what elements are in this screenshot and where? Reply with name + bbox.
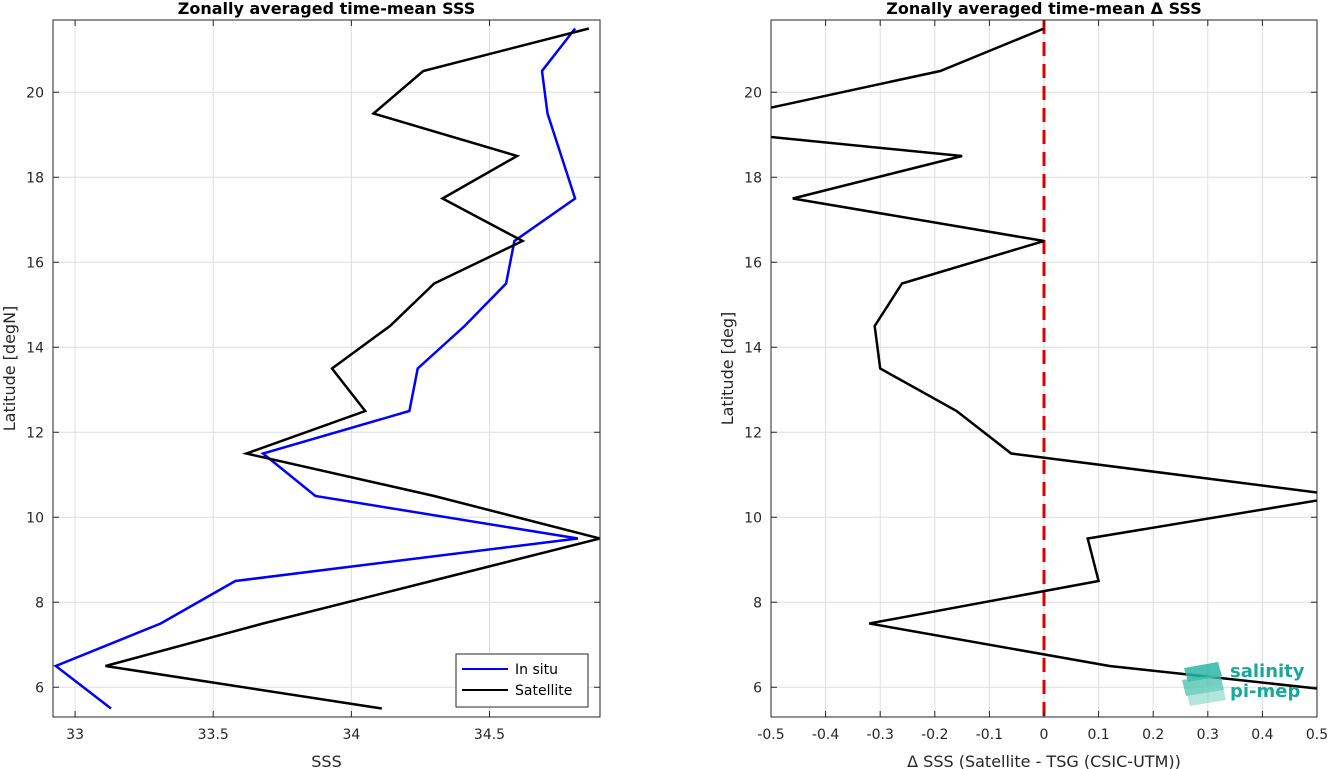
delta-sss-y-tick-label: 16 [744,255,762,271]
delta-sss-chart-title: Zonally averaged time-mean Δ SSS [886,0,1202,18]
legend-label-in-situ: In situ [515,662,558,678]
sss-y-tick-label: 6 [35,680,44,696]
logo-text-line2: pi-mep [1230,681,1300,702]
sss-series-line-satellite [105,27,600,710]
sss-x-tick-label: 34.5 [474,727,505,743]
legend-box [455,653,589,708]
delta-sss-x-tick-label: 0.2 [1142,727,1164,743]
sss-x-axis-label: SSS [311,752,341,769]
sss-y-tick-label: 20 [26,85,44,101]
sss-y-tick-label: 18 [26,170,44,186]
delta-sss-y-tick-label: 6 [753,680,762,696]
delta-sss-x-axis-label: Δ SSS (Satellite - TSG (CSIC-UTM)) [907,752,1181,769]
delta-sss-x-tick-label: -0.4 [812,727,839,743]
delta-sss-y-tick-label: 10 [744,510,762,526]
salinity-pi-mep-logo: salinity pi-mep [1182,661,1305,706]
delta-sss-x-tick-label: -0.5 [757,727,784,743]
delta-sss-x-tick-label: 0.5 [1306,727,1328,743]
sss-legend: In situ Satellite [455,653,589,708]
sss-y-tick-label: 16 [26,255,44,271]
sss-y-tick-label: 8 [35,595,44,611]
delta-sss-x-tick-label: 0.3 [1197,727,1219,743]
delta-sss-y-tick-label: 12 [744,425,762,441]
delta-sss-y-tick-label: 8 [753,595,762,611]
delta-sss-x-tick-label: -0.2 [921,727,948,743]
delta-sss-y-axis-label: Latitude [deg] [718,312,737,426]
sss-x-tick-label: 33 [66,727,84,743]
delta-sss-y-tick-label: 14 [744,340,762,356]
sss-x-tick-label: 34 [342,727,360,743]
delta-sss-x-tick-label: 0.4 [1251,727,1273,743]
sss-x-tick-label: 33.5 [198,727,229,743]
sss-y-axis-label: Latitude [degN] [0,306,19,432]
delta-sss-series-line-delta [771,27,1317,690]
delta-sss-x-tick-label: 0.1 [1087,727,1109,743]
delta-sss-panel: -0.5 -0.4 -0.3 -0.2 -0.1 0 0.1 0.2 0.3 0.4 0.5 6 8 10… [718,0,1328,769]
sss-series-line-in-situ [53,27,579,710]
logo-text-line1: salinity [1230,661,1305,682]
delta-sss-y-tick-label: 20 [744,85,762,101]
sss-y-tick-label: 14 [26,340,44,356]
delta-sss-x-tick-label: -0.1 [976,727,1003,743]
sss-y-tick-label: 12 [26,425,44,441]
legend-label-satellite: Satellite [515,683,572,699]
delta-sss-x-tick-label: 0 [1040,727,1049,743]
logo-waves-icon [1182,662,1226,706]
sss-axes-frame [52,19,601,718]
sss-panel: 33 33.5 34 34.5 6 8 10 12 14 16 18 20 Zonally avera… [0,0,601,769]
delta-sss-x-tick-label: -0.3 [867,727,894,743]
delta-sss-y-tick-label: 18 [744,170,762,186]
sss-plot-area [53,20,600,717]
sss-chart-title: Zonally averaged time-mean SSS [178,0,476,18]
sss-y-tick-label: 10 [26,510,44,526]
